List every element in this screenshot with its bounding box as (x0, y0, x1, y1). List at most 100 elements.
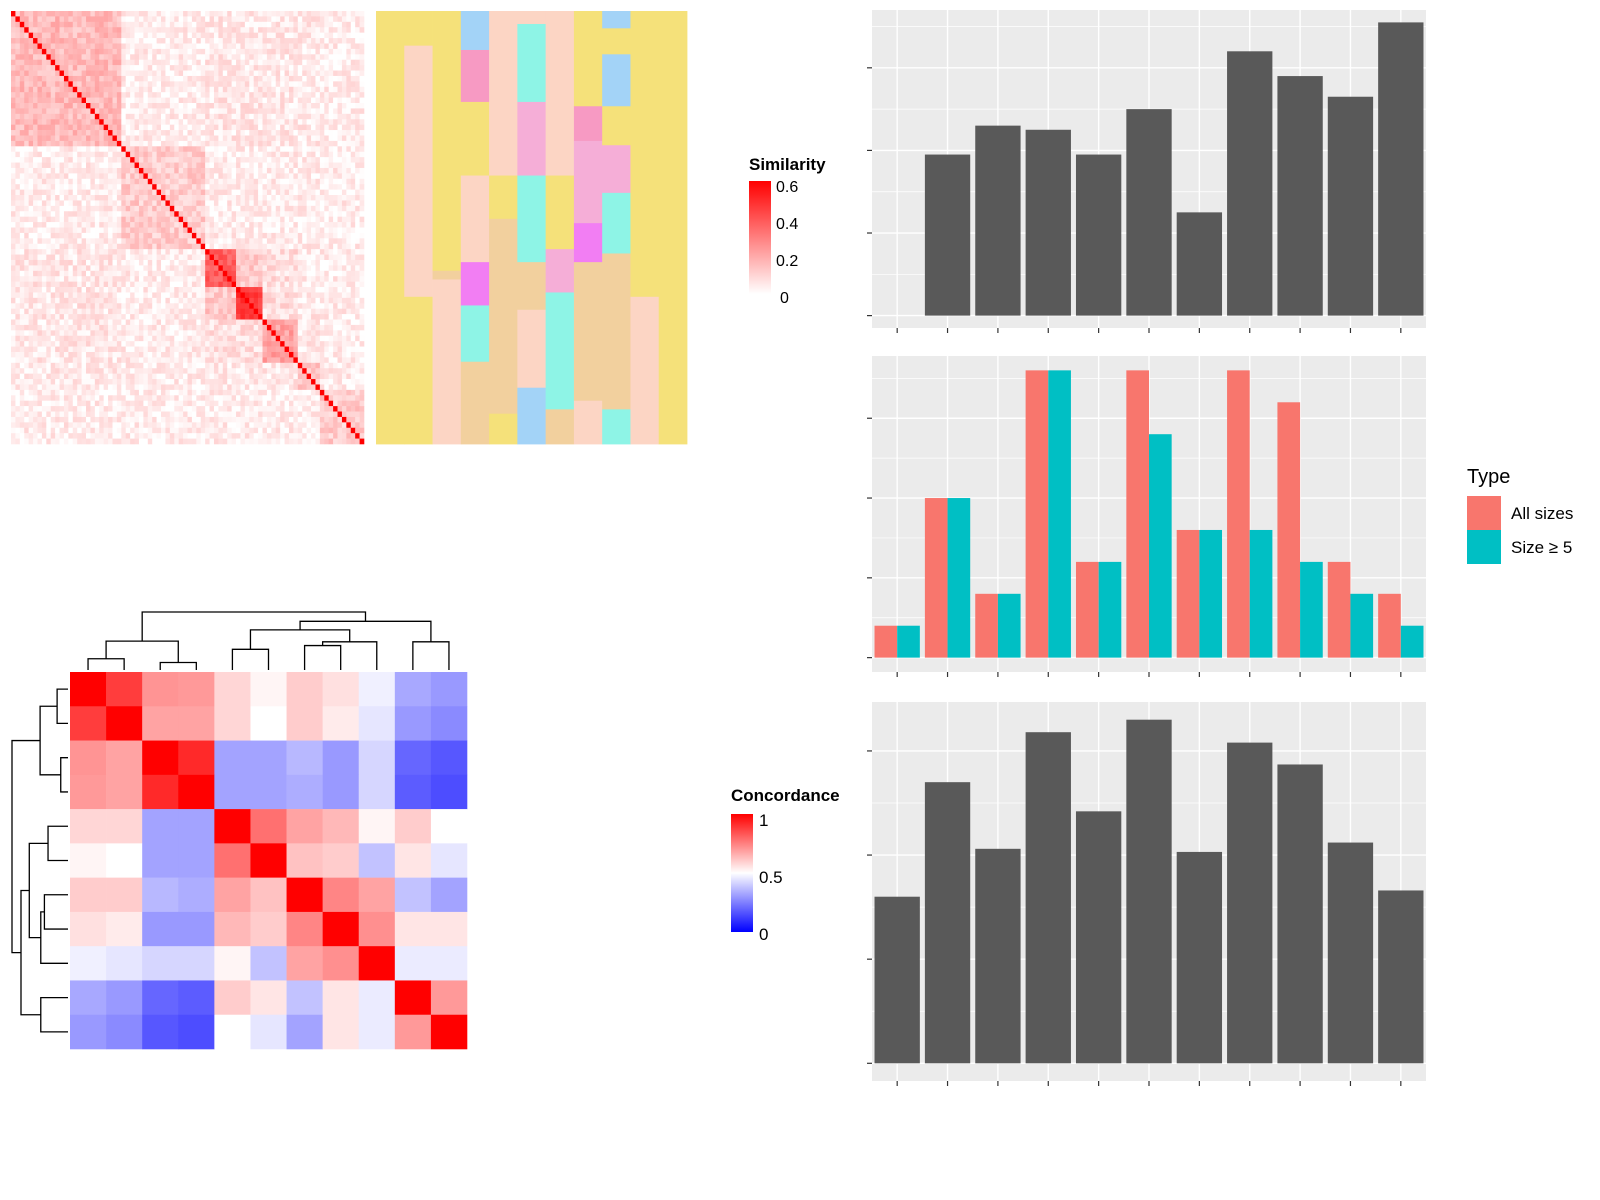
similarity-cell (306, 330, 312, 337)
similarity-cell (293, 32, 299, 39)
similarity-cell (355, 70, 360, 77)
similarity-cell (94, 335, 100, 342)
similarity-cell (258, 341, 263, 347)
similarity-cell (236, 243, 241, 250)
similarity-cell (236, 178, 241, 185)
similarity-cell (125, 308, 131, 315)
similarity-cell (350, 249, 356, 255)
similarity-cell (196, 324, 202, 331)
similarity-cell (262, 11, 268, 17)
similarity-cell (284, 330, 290, 337)
similarity-cell (240, 292, 246, 299)
similarity-cell (152, 205, 157, 212)
similarity-cell (77, 232, 82, 239)
similarity-cell (350, 184, 356, 190)
similarity-cell (68, 335, 74, 342)
similarity-cell (218, 124, 224, 131)
similarity-cell (161, 254, 166, 261)
similarity-cell (249, 167, 254, 174)
similarity-cell (103, 281, 109, 288)
similarity-cell (297, 216, 303, 223)
similarity-cell (143, 97, 149, 104)
similarity-cell (86, 135, 91, 142)
similarity-cell (112, 75, 118, 82)
similarity-cell (33, 222, 38, 228)
similarity-cell (262, 43, 268, 50)
similarity-cell (24, 200, 29, 207)
similarity-cell (196, 124, 202, 131)
similarity-cell (121, 314, 127, 320)
similarity-cell (169, 227, 175, 234)
similarity-cell (143, 265, 149, 272)
similarity-cell (94, 211, 100, 217)
similarity-cell (271, 303, 277, 309)
similarity-cell (333, 259, 338, 266)
similarity-cell (315, 259, 321, 266)
similarity-cell (266, 308, 272, 315)
similarity-cell (68, 140, 74, 147)
similarity-cell (350, 265, 356, 272)
similarity-cell (130, 319, 135, 326)
similarity-cell (236, 140, 241, 147)
similarity-cell (41, 265, 47, 272)
similarity-cell (275, 335, 281, 342)
similarity-cell (333, 86, 338, 93)
similarity-cell (359, 103, 365, 109)
similarity-cell (50, 314, 56, 320)
similarity-cell (15, 200, 21, 207)
similarity-cell (213, 97, 219, 104)
similarity-cell (341, 173, 347, 180)
similarity-cell (258, 135, 263, 142)
similarity-cell (156, 227, 162, 234)
similarity-cell (324, 130, 329, 136)
similarity-cell (63, 27, 69, 33)
similarity-cell (187, 167, 193, 174)
similarity-cell (231, 21, 237, 28)
similarity-cell (81, 173, 87, 180)
similarity-cell (191, 184, 197, 190)
similarity-cell (143, 48, 149, 55)
similarity-cell (143, 81, 149, 88)
similarity-cell (288, 270, 294, 277)
similarity-cell (55, 124, 60, 131)
similarity-cell (77, 249, 82, 255)
similarity-cell (333, 184, 338, 190)
similarity-cell (231, 146, 237, 153)
similarity-cell (50, 216, 56, 223)
similarity-cell (213, 195, 219, 201)
similarity-cell (86, 97, 91, 104)
similarity-cell (152, 59, 157, 66)
similarity-cell (108, 222, 113, 228)
similarity-cell (311, 11, 316, 17)
similarity-cell (258, 11, 263, 17)
similarity-cell (341, 184, 347, 190)
similarity-cell (108, 216, 113, 223)
similarity-cell (116, 238, 122, 245)
similarity-cell (302, 184, 307, 190)
similarity-cell (306, 167, 312, 174)
similarity-cell (94, 92, 100, 98)
similarity-cell (165, 151, 171, 158)
similarity-cell (297, 292, 303, 299)
similarity-cell (130, 16, 135, 23)
similarity-cell (183, 135, 188, 142)
similarity-cell (311, 157, 316, 163)
similarity-cell (37, 222, 43, 228)
similarity-cell (121, 249, 127, 255)
similarity-cell (218, 59, 224, 66)
similarity-cell (15, 265, 21, 272)
similarity-cell (266, 32, 272, 39)
similarity-cell (209, 200, 215, 207)
similarity-cell (253, 254, 259, 261)
similarity-cell (275, 21, 281, 28)
similarity-cell (236, 200, 241, 207)
similarity-cell (359, 130, 365, 136)
similarity-cell (28, 319, 34, 326)
similarity-cell (258, 281, 263, 288)
similarity-cell (315, 59, 321, 66)
similarity-cell (152, 308, 157, 315)
similarity-cell (359, 119, 365, 125)
similarity-cell (275, 314, 281, 320)
similarity-cell (346, 108, 352, 115)
similarity-cell (33, 259, 38, 266)
